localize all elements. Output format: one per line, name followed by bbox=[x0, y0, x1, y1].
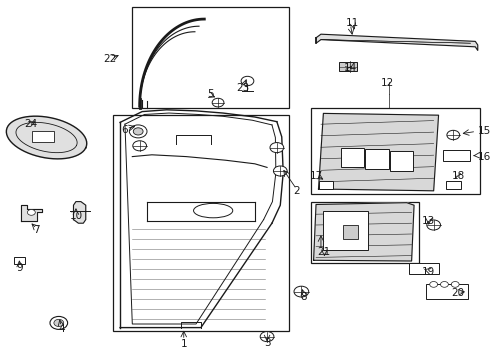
Bar bbox=[318, 181, 333, 189]
Bar bbox=[14, 257, 24, 264]
Circle shape bbox=[260, 332, 274, 342]
Text: 16: 16 bbox=[478, 152, 490, 162]
Circle shape bbox=[241, 76, 254, 86]
Text: 1: 1 bbox=[180, 339, 187, 349]
Text: 3: 3 bbox=[264, 338, 270, 348]
Polygon shape bbox=[21, 205, 42, 221]
Bar bbox=[311, 108, 480, 194]
Text: 14: 14 bbox=[343, 63, 357, 73]
Bar bbox=[113, 115, 289, 331]
Circle shape bbox=[294, 286, 309, 297]
Text: 11: 11 bbox=[346, 18, 360, 28]
Circle shape bbox=[447, 130, 460, 140]
Bar bbox=[32, 131, 54, 142]
Bar bbox=[341, 148, 364, 167]
Text: 21: 21 bbox=[317, 247, 330, 257]
Text: 7: 7 bbox=[33, 225, 40, 235]
Ellipse shape bbox=[194, 203, 233, 218]
Text: 23: 23 bbox=[236, 83, 249, 93]
Circle shape bbox=[451, 282, 459, 287]
Text: 17: 17 bbox=[309, 171, 323, 181]
Text: 6: 6 bbox=[122, 125, 128, 135]
Text: 20: 20 bbox=[452, 288, 465, 298]
Circle shape bbox=[270, 143, 284, 153]
Text: 4: 4 bbox=[58, 324, 65, 334]
Bar bbox=[390, 151, 413, 171]
Text: 15: 15 bbox=[478, 126, 490, 136]
Bar bbox=[311, 202, 419, 263]
Text: 24: 24 bbox=[24, 119, 37, 129]
Text: 18: 18 bbox=[451, 171, 465, 181]
Bar bbox=[365, 149, 389, 169]
Bar bbox=[323, 211, 368, 250]
Circle shape bbox=[441, 282, 448, 287]
Circle shape bbox=[133, 128, 143, 135]
Text: 5: 5 bbox=[207, 89, 214, 99]
Text: 10: 10 bbox=[70, 211, 82, 221]
Circle shape bbox=[427, 220, 441, 230]
Text: 22: 22 bbox=[103, 54, 117, 64]
Bar bbox=[443, 150, 470, 161]
Text: 19: 19 bbox=[422, 267, 436, 277]
Text: 8: 8 bbox=[300, 292, 307, 302]
Polygon shape bbox=[316, 34, 478, 50]
Circle shape bbox=[54, 319, 64, 327]
Text: 2: 2 bbox=[293, 186, 300, 196]
Circle shape bbox=[27, 210, 35, 215]
Circle shape bbox=[129, 125, 147, 138]
Text: 12: 12 bbox=[380, 78, 394, 88]
Circle shape bbox=[50, 316, 68, 329]
Polygon shape bbox=[6, 116, 87, 159]
Bar bbox=[409, 263, 439, 274]
Bar bbox=[426, 284, 468, 299]
Circle shape bbox=[212, 98, 224, 107]
Bar bbox=[339, 62, 357, 71]
Bar bbox=[343, 225, 358, 239]
Circle shape bbox=[273, 166, 287, 176]
Circle shape bbox=[133, 141, 147, 151]
Polygon shape bbox=[74, 202, 86, 223]
Bar bbox=[446, 181, 461, 189]
Circle shape bbox=[430, 282, 438, 287]
Bar bbox=[132, 7, 289, 108]
Polygon shape bbox=[318, 113, 439, 191]
Polygon shape bbox=[314, 203, 414, 261]
Text: 9: 9 bbox=[16, 263, 23, 273]
Text: 13: 13 bbox=[422, 216, 436, 226]
